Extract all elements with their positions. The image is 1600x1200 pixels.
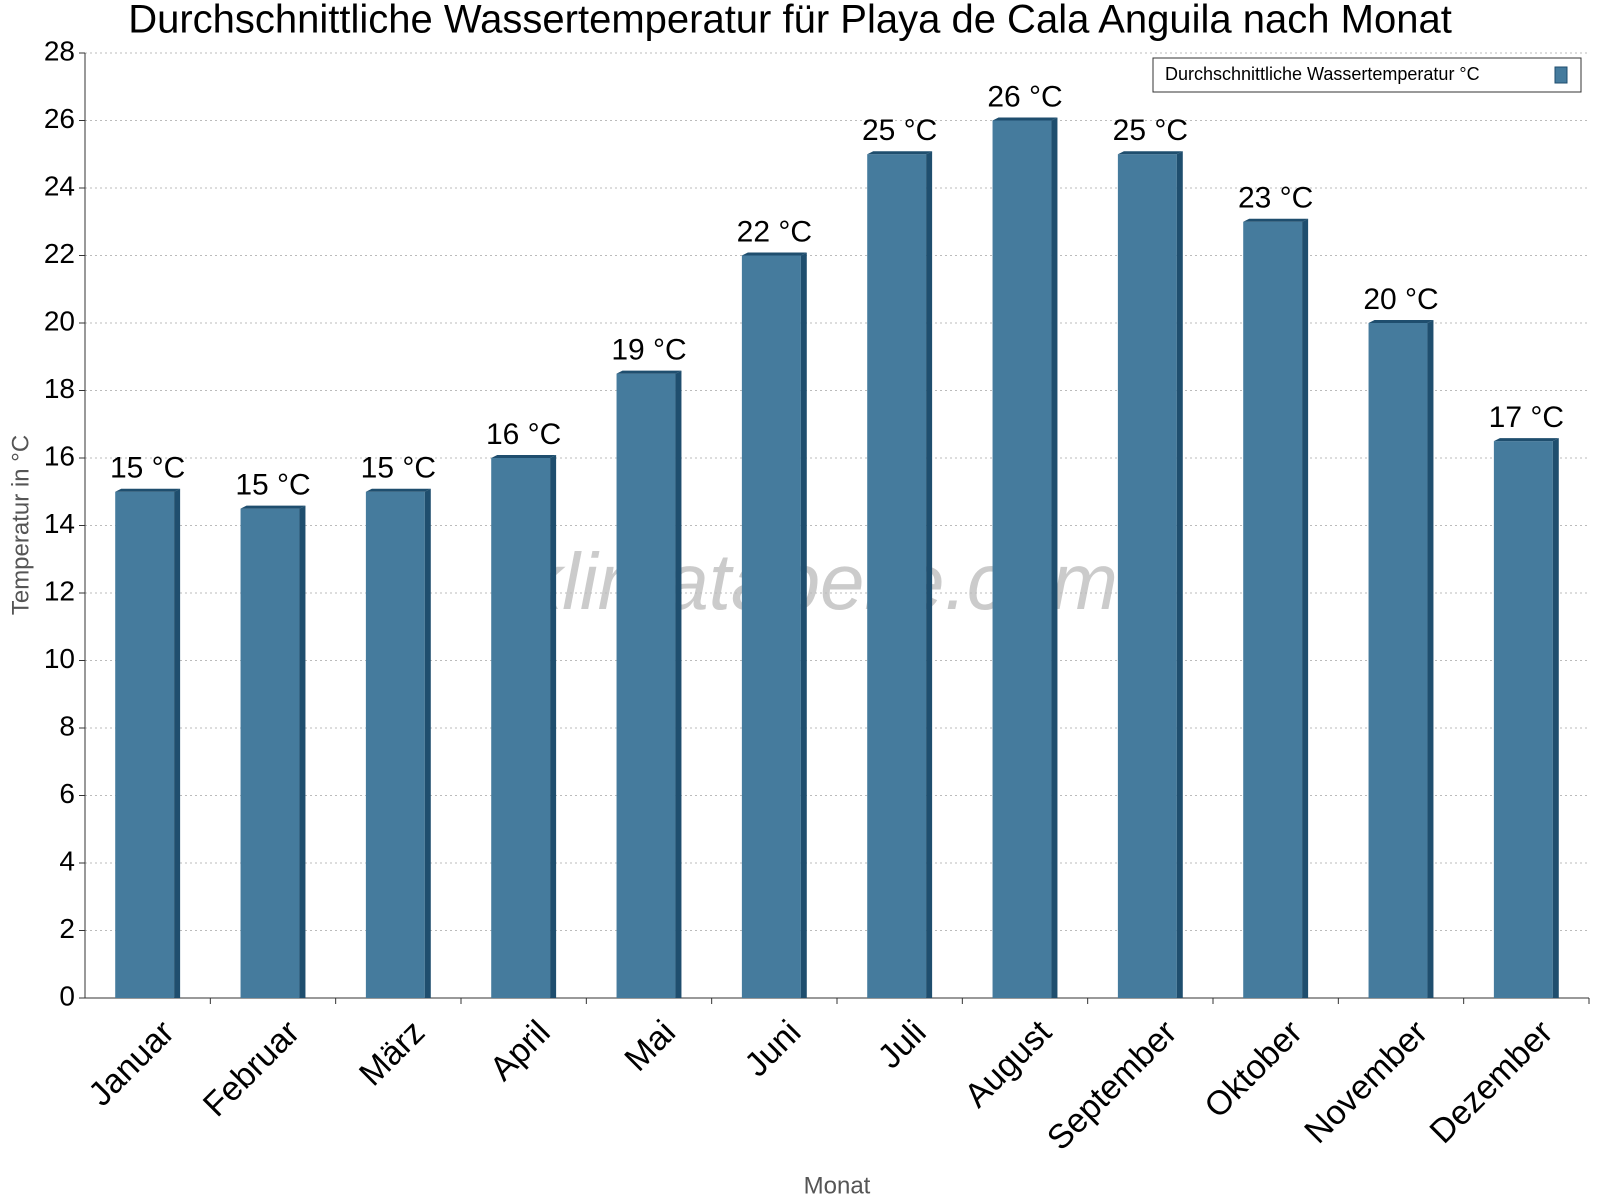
x-tick-label: Oktober — [1197, 1013, 1309, 1125]
x-tick-label: Januar — [81, 1013, 181, 1113]
y-tick-label: 0 — [59, 980, 75, 1011]
value-label: 20 °C — [1363, 283, 1438, 316]
bar-side — [926, 151, 933, 998]
bar-side — [675, 370, 682, 998]
bar-side — [800, 252, 807, 998]
x-tick-label: Dezember — [1423, 1013, 1561, 1151]
y-tick-label: 20 — [44, 305, 75, 336]
bar — [115, 491, 175, 998]
x-tick-label: April — [483, 1013, 558, 1088]
y-tick-label: 4 — [59, 845, 75, 876]
y-axis-title: Temperatur in °C — [7, 435, 34, 615]
x-tick-label: März — [352, 1013, 432, 1093]
bar-top — [867, 151, 933, 155]
y-tick-label: 22 — [44, 238, 75, 269]
bar — [616, 373, 676, 998]
y-tick-label: 16 — [44, 440, 75, 471]
value-label: 25 °C — [862, 114, 937, 147]
value-label: 25 °C — [1113, 114, 1188, 147]
bar — [240, 508, 300, 998]
value-label: 23 °C — [1238, 182, 1313, 215]
y-tick-label: 2 — [59, 913, 75, 944]
x-tick-label: August — [957, 1013, 1059, 1115]
y-tick-label: 10 — [44, 643, 75, 674]
bar-side — [1176, 151, 1183, 998]
bar-top — [1368, 320, 1434, 323]
bar-top — [992, 117, 1058, 121]
bar-top — [1493, 438, 1559, 442]
bar-side — [424, 488, 431, 998]
x-axis-title: Monat — [804, 1172, 871, 1199]
bar-side — [1552, 438, 1559, 998]
bar — [741, 255, 801, 998]
bar — [1117, 154, 1177, 998]
y-tick-label: 14 — [44, 508, 75, 539]
bar-side — [1302, 218, 1309, 998]
bar-top — [741, 252, 807, 256]
bar-top — [1243, 218, 1309, 222]
value-label: 26 °C — [987, 80, 1062, 113]
bar-top — [616, 370, 682, 374]
bar-side — [299, 505, 306, 998]
value-label: 15 °C — [361, 452, 436, 485]
bar — [365, 491, 425, 998]
legend-box — [1152, 57, 1582, 93]
bar — [1243, 221, 1303, 998]
bar — [491, 458, 551, 998]
y-tick-label: 12 — [44, 575, 75, 606]
value-label: 19 °C — [611, 334, 686, 367]
y-tick-label: 18 — [44, 373, 75, 404]
x-tick-label: Mai — [617, 1013, 683, 1079]
bar — [1493, 441, 1553, 998]
value-label: 22 °C — [737, 215, 812, 248]
bar-side — [174, 488, 181, 998]
x-tick-label: Juni — [737, 1013, 808, 1084]
bar-top — [115, 488, 181, 492]
x-tick-label: Februar — [196, 1013, 307, 1124]
y-tick-label: 26 — [44, 103, 75, 134]
bar-top — [240, 505, 306, 509]
value-label: 15 °C — [110, 452, 185, 485]
x-tick-label: September — [1040, 1013, 1184, 1157]
bar-top — [491, 455, 557, 458]
bar-side — [1427, 320, 1434, 998]
value-label: 17 °C — [1489, 401, 1564, 434]
bar-top — [1117, 151, 1183, 155]
y-tick-label: 24 — [44, 170, 75, 201]
bar — [992, 120, 1052, 998]
x-tick-label: Juli — [871, 1013, 934, 1076]
bar — [867, 154, 927, 998]
x-tick-label: November — [1297, 1013, 1435, 1151]
bar-side — [1051, 117, 1058, 998]
bar-side — [550, 455, 557, 998]
y-tick-label: 28 — [44, 35, 75, 66]
value-label: 16 °C — [486, 418, 561, 451]
bar-top — [365, 488, 431, 492]
chart-title: Durchschnittliche Wassertemperatur für P… — [128, 0, 1452, 42]
y-tick-label: 8 — [59, 710, 75, 741]
legend: Durchschnittliche Wassertemperatur °C — [1152, 57, 1582, 93]
y-tick-label: 6 — [59, 778, 75, 809]
value-label: 15 °C — [235, 469, 310, 502]
legend-label: Durchschnittliche Wassertemperatur °C — [1165, 64, 1480, 84]
bar — [1368, 323, 1428, 998]
legend-swatch — [1554, 66, 1568, 84]
